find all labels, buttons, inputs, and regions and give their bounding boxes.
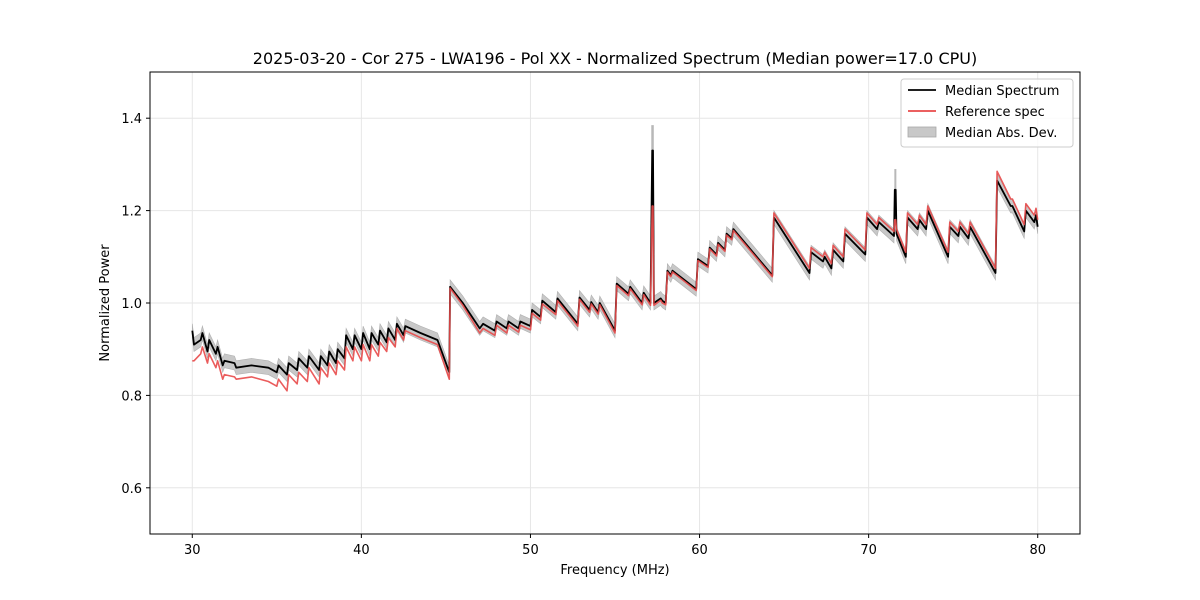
median-spectrum-line [191, 149, 1039, 376]
y-axis-label: Normalized Power [98, 244, 113, 362]
axes: 30 40 50 60 70 80 0.6 0.8 1.0 1.2 1.4 [121, 112, 1046, 558]
legend: Median Spectrum Reference spec Median Ab… [900, 78, 1074, 148]
x-axis-label: Frequency (MHz) [560, 563, 669, 578]
axes-frame [149, 71, 1081, 535]
mad-band [192, 143, 1038, 383]
x-tick-label: 50 [522, 543, 539, 558]
legend-box [900, 78, 1074, 148]
y-tick-label: 0.8 [121, 389, 142, 404]
y-tick-label: 1.4 [121, 112, 142, 127]
x-tick-label: 70 [860, 543, 877, 558]
x-tick-label: 30 [184, 543, 201, 558]
legend-mad-label: Median Abs. Dev. [945, 126, 1057, 141]
legend-reference-label: Reference spec [945, 105, 1045, 120]
reference-spec-line [192, 170, 1039, 392]
y-tick-label: 0.6 [121, 482, 142, 497]
y-tick-label: 1.0 [121, 297, 142, 312]
legend-median-label: Median Spectrum [945, 84, 1059, 99]
plot-area [191, 125, 1039, 392]
x-tick-label: 40 [353, 543, 370, 558]
x-tick-label: 80 [1029, 543, 1046, 558]
y-tick-label: 1.2 [121, 205, 142, 220]
legend-mad-swatch [907, 126, 937, 138]
x-tick-label: 60 [691, 543, 708, 558]
chart-title: 2025-03-20 - Cor 275 - LWA196 - Pol XX -… [253, 49, 977, 68]
